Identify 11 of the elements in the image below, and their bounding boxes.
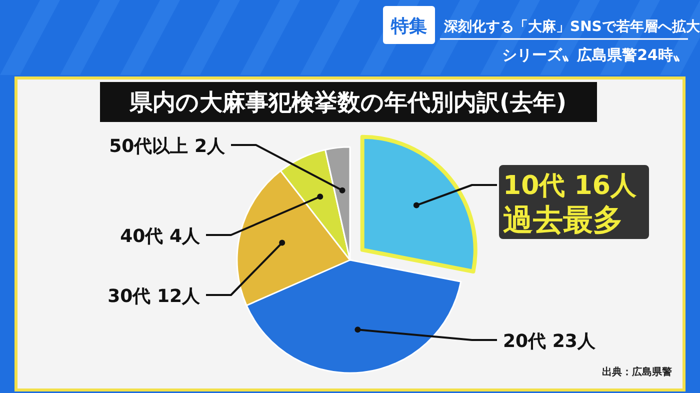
slice-label: 30代 12人 xyxy=(108,286,201,307)
text: 過去最多 xyxy=(503,203,623,238)
source-note: 出典：広島県警 xyxy=(602,366,672,378)
slice-label: 10代 16人 xyxy=(503,171,638,201)
text: シリーズ〟広島県警24時〟 xyxy=(502,46,688,64)
slice-label: 40代 4人 xyxy=(120,226,201,247)
text: 深刻化する「大麻」SNSで若年層へ拡大 xyxy=(443,18,700,35)
slice-label: 20代 23人 xyxy=(503,331,596,352)
slice-label: 50代以上 2人 xyxy=(109,136,226,157)
chart-title: 県内の大麻事犯検挙数の年代別内訳(去年) xyxy=(128,89,567,116)
text: 特集 xyxy=(390,16,427,37)
